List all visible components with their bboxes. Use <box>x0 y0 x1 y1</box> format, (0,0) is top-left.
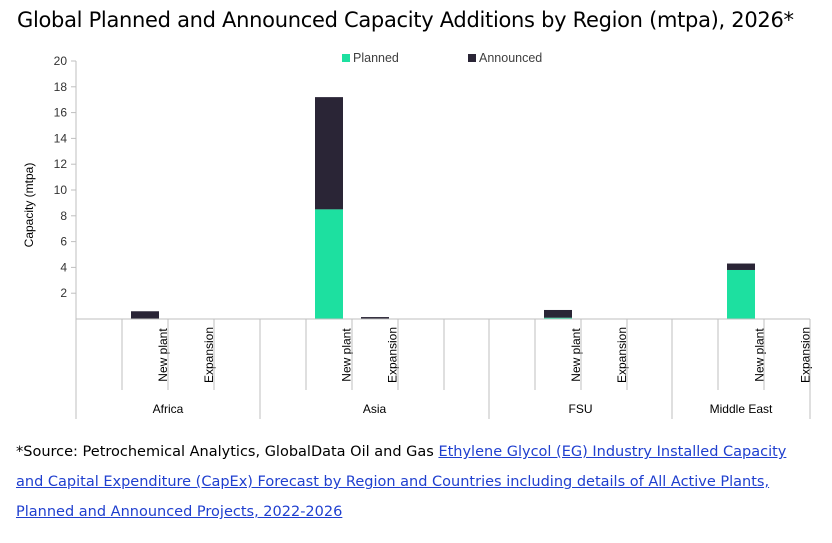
bars <box>131 97 755 319</box>
bar-announced <box>544 309 572 318</box>
y-tick-label: 12 <box>54 157 68 171</box>
bar-planned <box>315 209 343 319</box>
x-category-label: Expansion <box>202 327 216 383</box>
y-tick-label: 6 <box>60 235 67 249</box>
legend-label-announced: Announced <box>479 51 542 65</box>
legend-swatch-planned <box>342 54 350 62</box>
y-tick-label: 10 <box>54 183 68 197</box>
bar-planned <box>544 317 572 319</box>
x-category-label: New plant <box>569 328 583 382</box>
legend-label-planned: Planned <box>353 51 399 65</box>
bar-announced <box>315 97 343 210</box>
bar-announced <box>727 263 755 270</box>
x-category-label: New plant <box>339 328 353 382</box>
y-tick-label: 14 <box>54 131 68 145</box>
source-note: *Source: Petrochemical Analytics, Global… <box>16 437 816 527</box>
y-tick-label: 20 <box>54 54 68 68</box>
x-region-label: FSU <box>569 402 593 416</box>
source-prefix: *Source: Petrochemical Analytics, Global… <box>16 444 439 460</box>
y-axis-title: Capacity (mtpa) <box>22 163 36 248</box>
y-tick-label: 8 <box>60 209 67 223</box>
bar-announced <box>131 311 159 319</box>
x-axis: New plant Expansion New plant Expansion New … <box>75 318 812 419</box>
chart-title: Global Planned and Announced Capacity Ad… <box>17 8 794 32</box>
x-category-label: New plant <box>156 328 170 382</box>
x-region-label: Middle East <box>710 402 773 416</box>
x-region-label: Asia <box>363 402 387 416</box>
x-category-label: Expansion <box>798 327 812 383</box>
legend-swatch-announced <box>468 54 476 62</box>
x-category-label: Expansion <box>385 327 399 383</box>
bar-planned <box>727 269 755 319</box>
y-tick-label: 16 <box>54 106 68 120</box>
y-axis: 2 4 6 8 10 12 14 16 18 20 Capacity (mtpa) <box>22 54 77 319</box>
source-link[interactable]: Ethylene Glycol (EG) Industry Installed … <box>16 444 787 520</box>
chart: Planned Announced 2 4 6 8 10 12 14 16 18 20 Capacit… <box>22 51 812 419</box>
y-tick-label: 18 <box>54 80 68 94</box>
legend: Planned Announced <box>342 51 542 65</box>
y-tick-label: 2 <box>60 286 67 300</box>
bar-announced <box>361 317 389 319</box>
y-tick-label: 4 <box>60 260 67 274</box>
x-region-label: Africa <box>153 402 184 416</box>
x-category-label: New plant <box>753 328 767 382</box>
x-category-label: Expansion <box>615 327 629 383</box>
